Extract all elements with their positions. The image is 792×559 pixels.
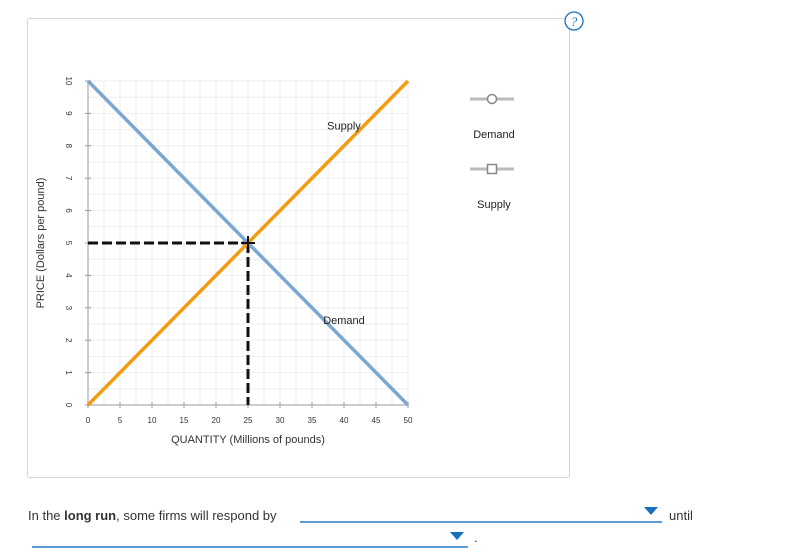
response-dropdown[interactable] xyxy=(300,503,662,523)
prompt-prefix: In the xyxy=(28,508,65,523)
x-tick-label: 20 xyxy=(212,416,221,425)
y-tick-label: 6 xyxy=(64,208,73,213)
x-tick-label: 45 xyxy=(372,416,381,425)
svg-text:?: ? xyxy=(571,14,578,29)
y-tick-label: 10 xyxy=(64,77,73,86)
y-tick-label: 8 xyxy=(64,144,73,149)
help-icon[interactable]: ? xyxy=(564,11,584,31)
x-axis-label: QUANTITY (Millions of pounds) xyxy=(171,434,325,446)
x-tick-label: 0 xyxy=(86,416,91,425)
y-tick-label: 7 xyxy=(64,176,73,181)
y-tick-label: 1 xyxy=(64,370,73,375)
until-label: until xyxy=(669,508,693,523)
x-tick-label: 15 xyxy=(180,416,189,425)
y-tick-label: 9 xyxy=(64,111,73,116)
y-tick-label: 2 xyxy=(64,338,73,343)
y-axis-label: PRICE (Dollars per pound) xyxy=(35,178,47,309)
curve-annotation-demand: Demand xyxy=(323,315,365,327)
legend-marker-supply xyxy=(486,163,498,175)
until-dropdown[interactable] xyxy=(32,528,468,548)
legend-label-supply: Supply xyxy=(477,199,511,211)
curve-annotation-supply: Supply xyxy=(327,121,361,133)
x-tick-label: 40 xyxy=(340,416,349,425)
legend-marker-demand xyxy=(486,93,498,105)
graph-panel: ? 0 5 10 15 20 25 30 35 40 45 50 0 1 2 3 4 5 6 7 8 9 10 QUANTI… xyxy=(27,11,584,478)
y-tick-label: 4 xyxy=(64,273,73,278)
question-prompt: In the long run, some firms will respond… xyxy=(28,508,277,523)
chart: 0 5 10 15 20 25 30 35 40 45 50012345678910QUANTITY… xyxy=(35,77,515,446)
y-tick-label: 5 xyxy=(64,241,73,246)
y-tick-label: 0 xyxy=(64,403,73,408)
prompt-bold: long run xyxy=(64,508,117,523)
x-tick-label: 50 xyxy=(404,416,413,425)
dropdown-arrow-icon xyxy=(644,507,658,515)
prompt-mid: , some firms will respond by xyxy=(116,508,277,523)
legend-label-demand: Demand xyxy=(473,129,515,141)
period-label: . xyxy=(474,530,478,545)
x-tick-label: 25 xyxy=(244,416,253,425)
x-tick-label: 30 xyxy=(276,416,285,425)
x-tick-label: 10 xyxy=(148,416,157,425)
dropdown-arrow-icon xyxy=(450,532,464,540)
y-tick-label: 3 xyxy=(64,306,73,311)
x-tick-label: 5 xyxy=(118,416,123,425)
x-tick-label: 35 xyxy=(308,416,317,425)
